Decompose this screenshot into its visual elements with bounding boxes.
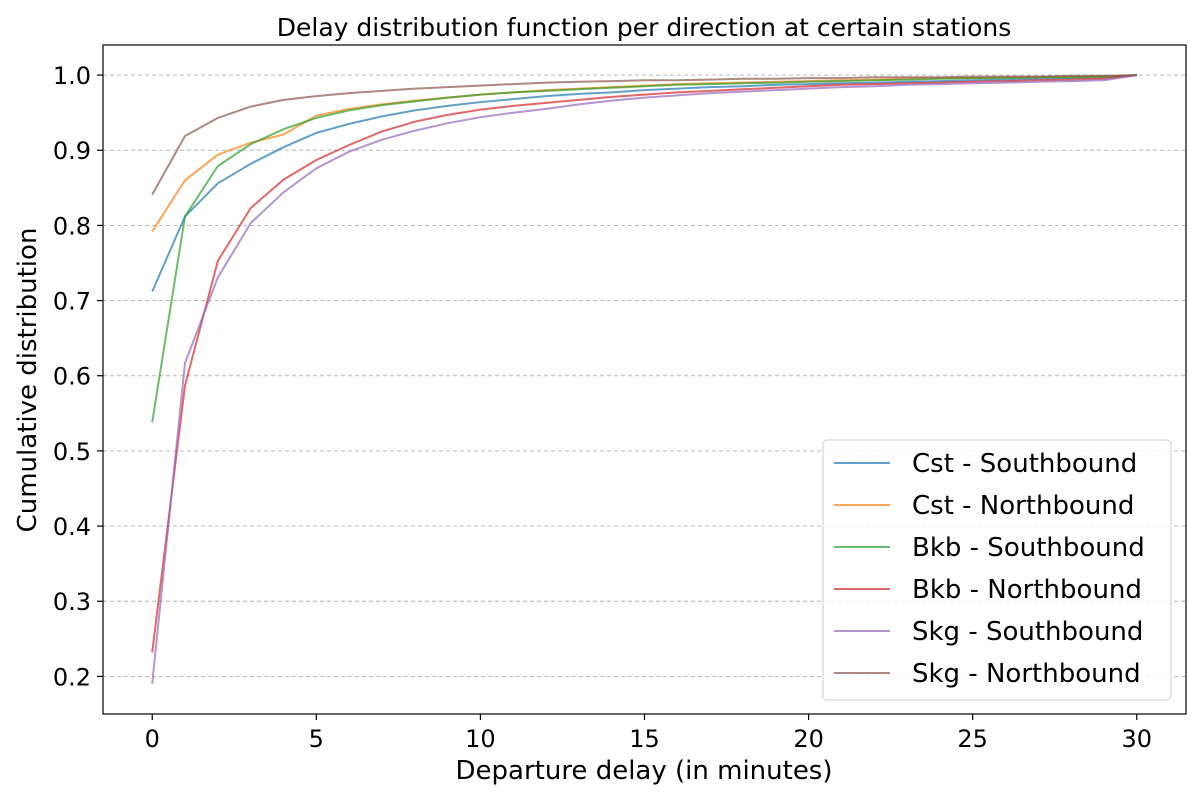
grid [103,74,1186,677]
y-axis-ticks: 0.2 0.3 0.4 0.5 0.6 0.7 0.8 0.9 1.0 [53,62,103,691]
legend-label: Bkb - Northbound [912,575,1142,605]
series-line-bkb-southbound [151,74,1137,423]
x-tick-label: 30 [1121,725,1152,753]
x-tick-label: 15 [629,725,660,753]
series-line-bkb-northbound [151,74,1137,653]
y-tick-label: 1.0 [53,62,91,90]
y-tick-label: 0.7 [53,288,91,316]
legend-label: Cst - Southbound [912,449,1137,479]
legend-label: Skg - Northbound [912,659,1141,689]
series-line-cst-southbound [151,74,1137,292]
x-axis-ticks: 0 5 10 15 20 25 30 [145,714,1152,753]
series-line-skg-northbound [151,74,1137,196]
x-tick-label: 10 [465,725,496,753]
series-line-skg-southbound [151,74,1137,685]
y-axis-label: Cumulative distribution [13,228,43,533]
legend: Cst - Southbound Cst - Northbound Bkb - So… [822,439,1172,701]
legend-label: Cst - Northbound [912,491,1134,521]
x-tick-label: 0 [145,725,160,753]
y-tick-label: 0.2 [53,663,91,691]
legend-label: Bkb - Southbound [912,533,1145,563]
x-tick-label: 5 [309,725,324,753]
y-tick-label: 0.4 [53,513,91,541]
x-axis-label: Departure delay (in minutes) [456,756,833,786]
y-tick-label: 0.9 [53,137,91,165]
y-tick-label: 0.6 [53,363,91,391]
y-tick-label: 0.3 [53,588,91,616]
y-tick-label: 0.8 [53,212,91,240]
x-tick-label: 20 [793,725,824,753]
y-tick-label: 0.5 [53,438,91,466]
legend-box [822,439,1172,701]
chart-title: Delay distribution function per directio… [277,13,1012,42]
series-lines [151,74,1137,685]
legend-label: Skg - Southbound [912,617,1143,647]
x-tick-label: 25 [957,725,988,753]
